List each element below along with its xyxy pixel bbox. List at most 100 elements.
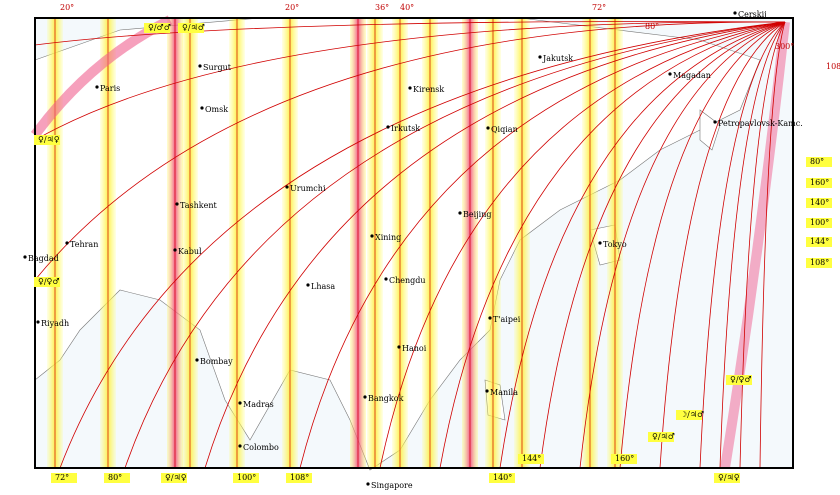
planet-curve bbox=[34, 21, 786, 141]
city-name: Xining bbox=[375, 233, 401, 242]
city-name: Bagdad bbox=[28, 254, 59, 263]
city-dot bbox=[384, 277, 388, 281]
bottom-label: 100° bbox=[237, 473, 256, 482]
bottom-label-bg bbox=[233, 473, 259, 483]
right-label-bg bbox=[806, 198, 832, 208]
glyph-label-bg bbox=[34, 135, 60, 145]
top-label: 80° bbox=[645, 22, 659, 31]
planet-curve bbox=[204, 21, 786, 469]
city-dot bbox=[668, 72, 672, 76]
city-dot bbox=[713, 120, 717, 124]
city-dot bbox=[200, 106, 204, 110]
city-dot bbox=[175, 202, 179, 206]
city-dot bbox=[173, 248, 177, 252]
bottom-label: 80° bbox=[108, 473, 122, 482]
city-name: Bombay bbox=[200, 357, 233, 366]
city-name: Kabul bbox=[178, 247, 202, 256]
city-name: Paris bbox=[100, 84, 120, 93]
city-dot bbox=[238, 444, 242, 448]
city-dot bbox=[370, 234, 374, 238]
city-dot bbox=[488, 316, 492, 320]
city-dot bbox=[23, 255, 27, 259]
city-dot bbox=[538, 55, 542, 59]
right-label-bg bbox=[806, 157, 832, 167]
city-dot bbox=[195, 358, 199, 362]
planet-curve bbox=[619, 21, 786, 469]
right-label-bg bbox=[806, 258, 832, 268]
top-label: 36° bbox=[375, 3, 389, 12]
city-dot bbox=[65, 241, 69, 245]
city-name: Surgut bbox=[203, 63, 232, 72]
bottom-label-bg bbox=[51, 473, 77, 483]
city-name: Manila bbox=[490, 388, 518, 397]
city-name: Jakutsk bbox=[542, 54, 573, 63]
glyph-label: ☽/♃♂ bbox=[680, 410, 704, 419]
city-dot bbox=[238, 401, 242, 405]
city-name: Tehran bbox=[70, 240, 98, 249]
planet-curve bbox=[719, 21, 786, 469]
top-label: 72° bbox=[592, 3, 606, 12]
bottom-label-bg bbox=[611, 454, 637, 464]
map-frame bbox=[34, 17, 794, 469]
city-name: Qiqian bbox=[491, 125, 518, 134]
city-name: Magadan bbox=[673, 71, 711, 80]
city-name: Beijing bbox=[463, 210, 491, 219]
glyph-label: ♀/♀♂ bbox=[730, 375, 752, 384]
planet-curve bbox=[759, 21, 786, 469]
planet-curve bbox=[699, 21, 786, 469]
city-name: Irkutsk bbox=[391, 124, 420, 133]
city-dot bbox=[386, 125, 390, 129]
right-label-bg bbox=[806, 178, 832, 188]
city-dot bbox=[95, 85, 99, 89]
glyph-label: ♀/♀♂ bbox=[38, 277, 60, 286]
right-label-bg bbox=[806, 237, 832, 247]
glyph-label-bg bbox=[676, 410, 702, 420]
glyph-label: ♀/♃♂ bbox=[182, 23, 205, 32]
bottom-label-bg bbox=[104, 473, 130, 483]
planet-curve bbox=[59, 21, 786, 469]
city-name: Madras bbox=[243, 400, 274, 409]
right-label: 108° bbox=[810, 258, 829, 267]
city-name: Riyadh bbox=[41, 319, 69, 328]
bottom-label: 140° bbox=[493, 473, 512, 482]
city-dot bbox=[306, 283, 310, 287]
right-label: 160° bbox=[810, 178, 829, 187]
city-name: Tashkent bbox=[180, 201, 217, 210]
city-dot bbox=[397, 345, 401, 349]
hot-curve bbox=[720, 21, 790, 469]
city-dot bbox=[363, 395, 367, 399]
city-dot bbox=[366, 482, 370, 486]
city-dot bbox=[486, 126, 490, 130]
bottom-label: 160° bbox=[615, 454, 634, 463]
planet-curve bbox=[439, 21, 786, 469]
planet-curve bbox=[124, 21, 786, 469]
city-dot bbox=[198, 64, 202, 68]
planet-curve bbox=[499, 21, 786, 469]
bottom-label: 72° bbox=[55, 473, 69, 482]
city-dot bbox=[733, 11, 737, 15]
planet-curve bbox=[34, 21, 786, 46]
glyph-label: ♀/♃♀ bbox=[165, 473, 187, 482]
city-name: Lhasa bbox=[311, 282, 335, 291]
planet-curve bbox=[659, 21, 786, 469]
top-label: 108° bbox=[826, 62, 840, 71]
glyph-label: ♀/♃♀ bbox=[718, 473, 740, 482]
right-label: 144° bbox=[810, 237, 829, 246]
city-name: Omsk bbox=[205, 105, 228, 114]
bottom-label: 144° bbox=[522, 454, 541, 463]
city-name: Kirensk bbox=[413, 85, 444, 94]
glyph-label-bg bbox=[726, 375, 752, 385]
city-name: Tokyo bbox=[603, 240, 627, 249]
city-name: Colombo bbox=[243, 443, 279, 452]
right-label: 80° bbox=[810, 157, 824, 166]
city-name: Bangkok bbox=[368, 394, 404, 403]
glyph-label: ♀/♃♀ bbox=[38, 135, 60, 144]
city-dot bbox=[285, 185, 289, 189]
glyph-label-bg bbox=[161, 473, 187, 483]
city-name: Petropavlovsk-Kamc. bbox=[718, 119, 803, 128]
planet-curve bbox=[739, 21, 786, 469]
city-dot bbox=[485, 389, 489, 393]
top-label: 300° bbox=[775, 42, 794, 51]
glyph-label-bg bbox=[178, 23, 204, 33]
